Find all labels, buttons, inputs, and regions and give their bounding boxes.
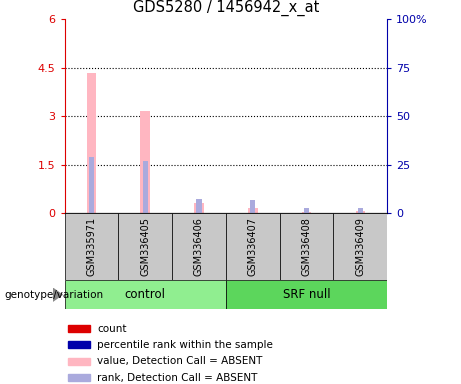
Text: rank, Detection Call = ABSENT: rank, Detection Call = ABSENT bbox=[97, 372, 258, 382]
Bar bbox=[68, 374, 90, 381]
Text: count: count bbox=[97, 324, 127, 334]
Text: GSM336408: GSM336408 bbox=[301, 217, 312, 276]
Bar bbox=[358, 208, 363, 213]
Bar bbox=[196, 199, 201, 213]
Bar bbox=[87, 73, 96, 213]
Text: genotype/variation: genotype/variation bbox=[5, 290, 104, 300]
Bar bbox=[355, 211, 365, 213]
Text: GSM336405: GSM336405 bbox=[140, 217, 150, 276]
Bar bbox=[89, 157, 94, 213]
Bar bbox=[248, 208, 258, 213]
Text: control: control bbox=[125, 288, 165, 301]
Text: GSM336409: GSM336409 bbox=[355, 217, 366, 276]
Text: value, Detection Call = ABSENT: value, Detection Call = ABSENT bbox=[97, 356, 263, 366]
Bar bbox=[172, 213, 226, 280]
Polygon shape bbox=[53, 288, 63, 302]
Title: GDS5280 / 1456942_x_at: GDS5280 / 1456942_x_at bbox=[133, 0, 319, 17]
Bar bbox=[226, 213, 280, 280]
Bar bbox=[280, 213, 333, 280]
Bar bbox=[68, 358, 90, 365]
Bar bbox=[333, 213, 387, 280]
Bar bbox=[142, 161, 148, 213]
Bar bbox=[140, 111, 150, 213]
Text: GSM336407: GSM336407 bbox=[248, 217, 258, 276]
Bar bbox=[194, 204, 204, 213]
Bar bbox=[226, 280, 387, 309]
Bar bbox=[301, 212, 311, 213]
Bar bbox=[68, 341, 90, 349]
Bar bbox=[68, 325, 90, 332]
Bar bbox=[65, 213, 118, 280]
Text: percentile rank within the sample: percentile rank within the sample bbox=[97, 340, 273, 350]
Bar bbox=[250, 200, 255, 213]
Text: SRF null: SRF null bbox=[283, 288, 331, 301]
Text: GSM336406: GSM336406 bbox=[194, 217, 204, 276]
Text: GSM335971: GSM335971 bbox=[86, 217, 96, 276]
Bar bbox=[118, 213, 172, 280]
Bar bbox=[65, 280, 226, 309]
Bar bbox=[304, 208, 309, 213]
